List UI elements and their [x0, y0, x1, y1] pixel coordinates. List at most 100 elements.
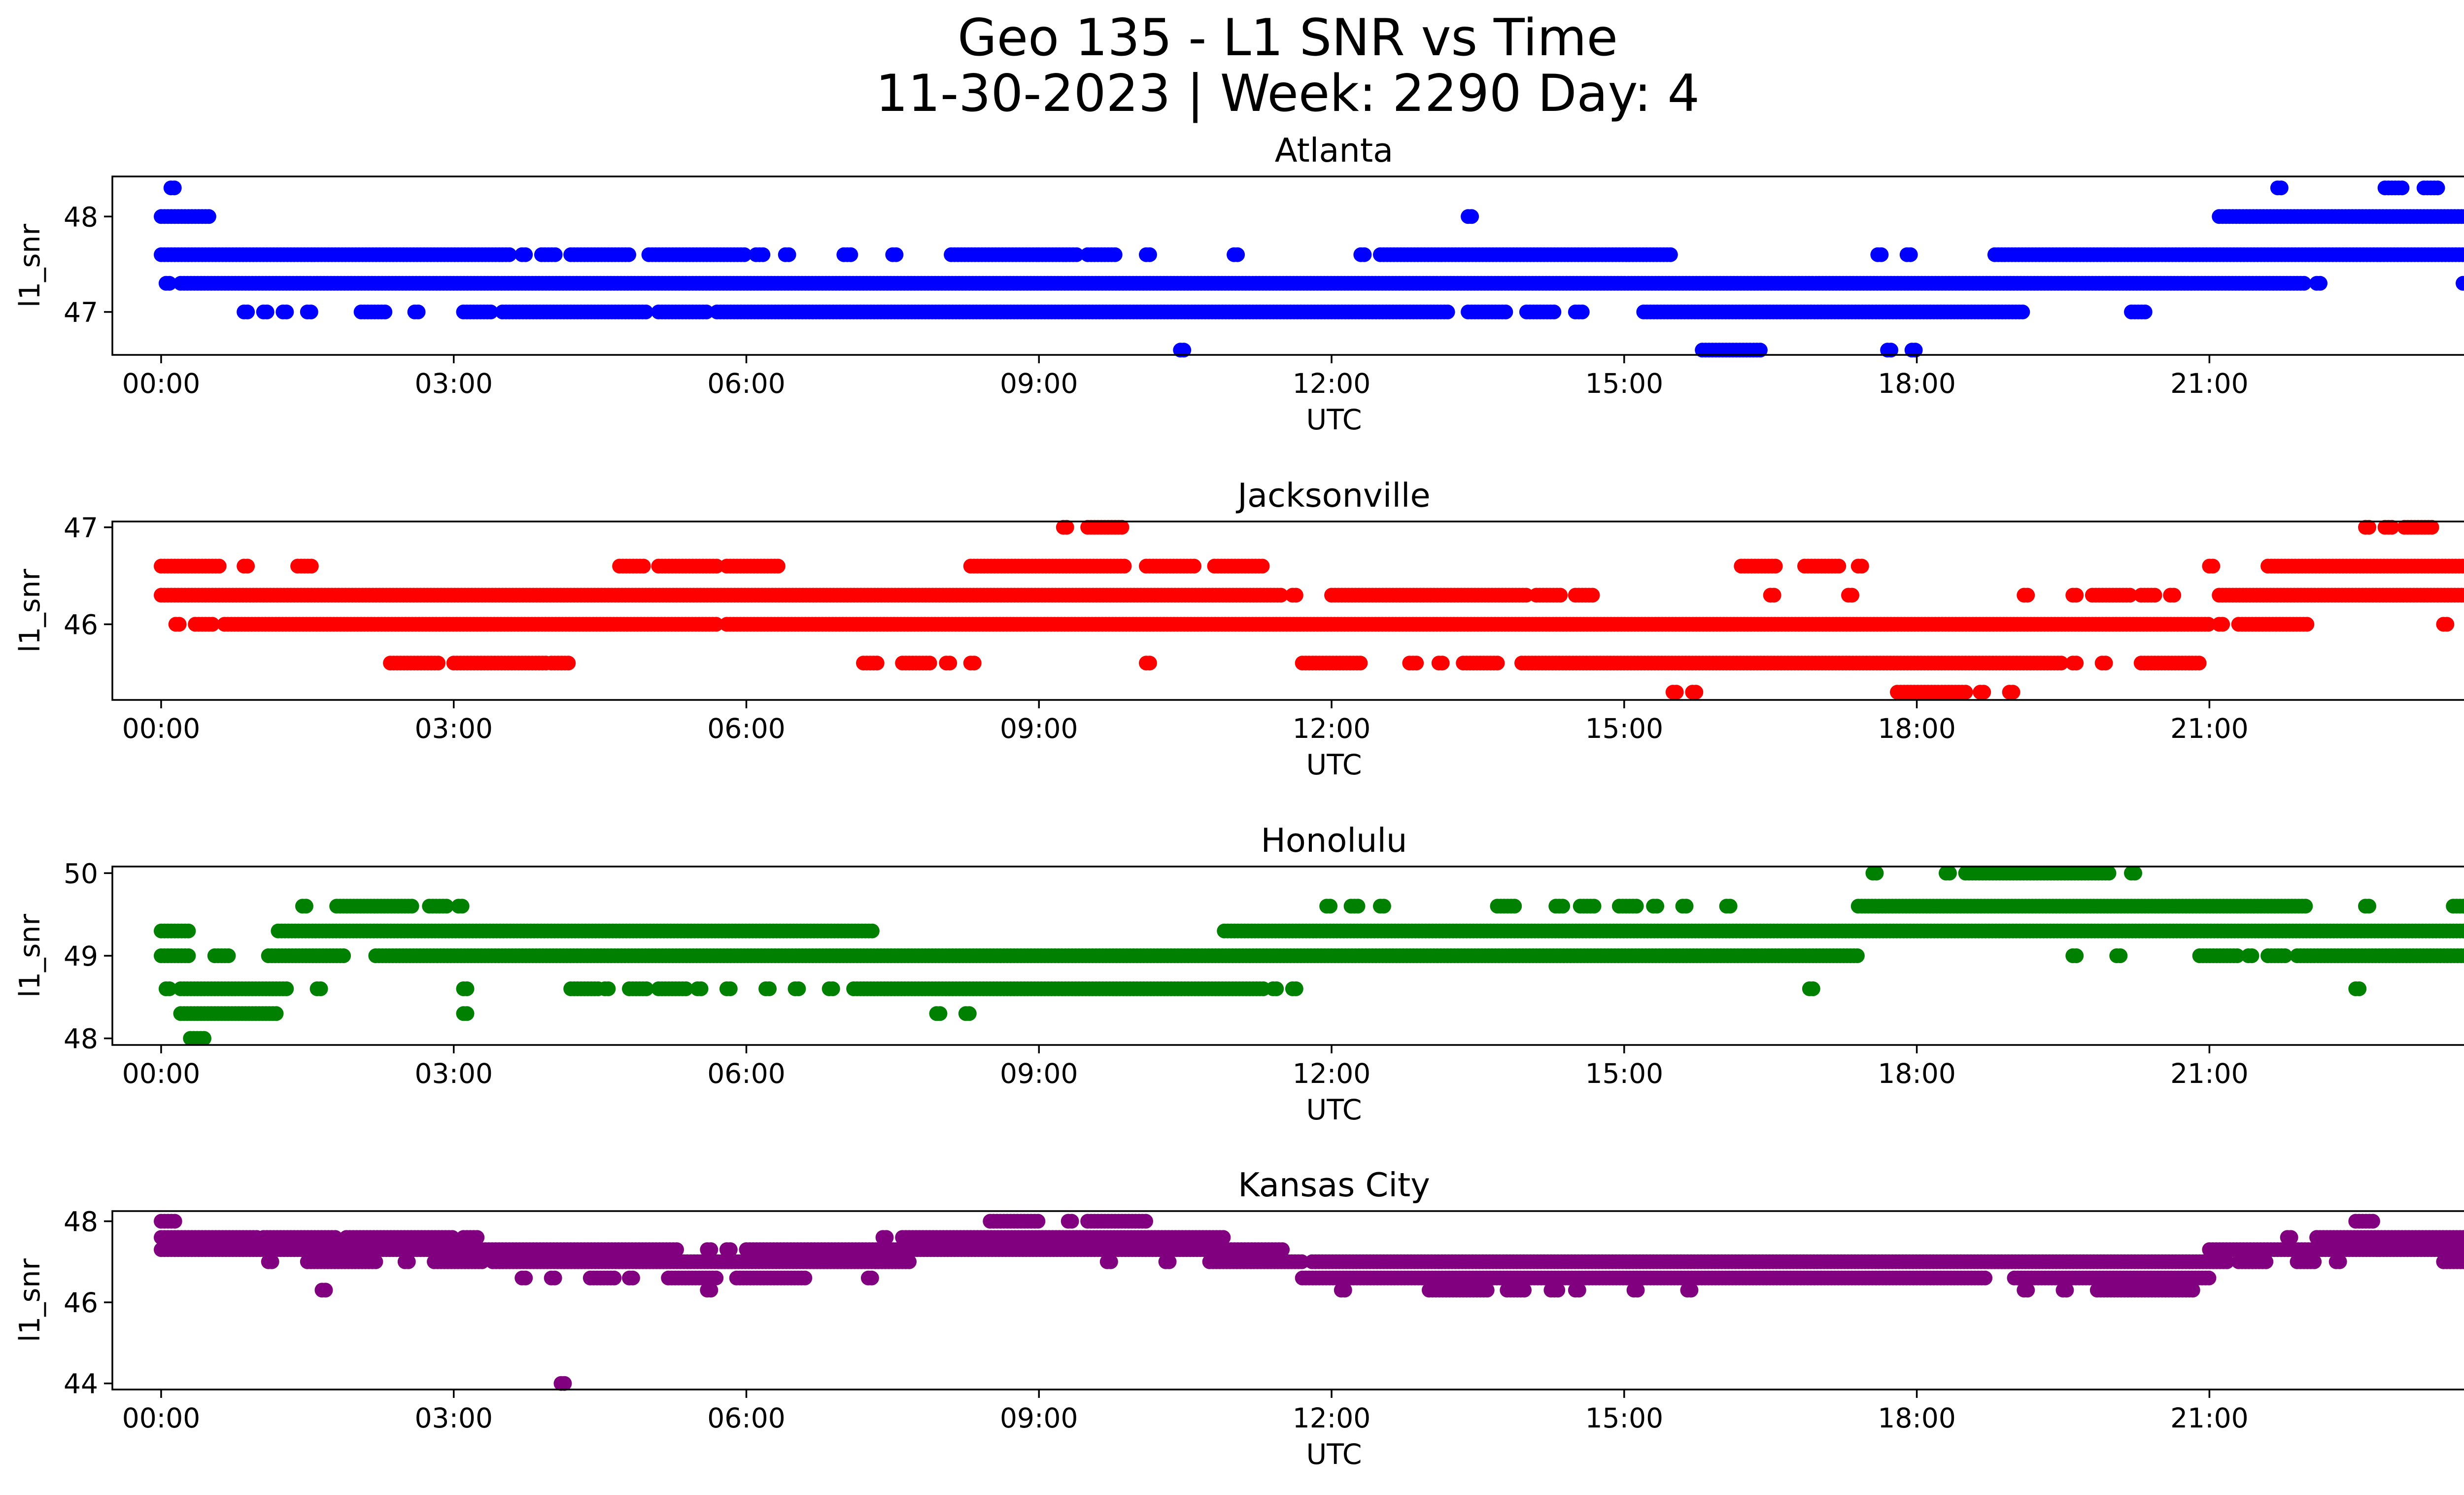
data-point	[889, 247, 904, 262]
data-point	[709, 617, 724, 632]
data-point	[825, 981, 840, 996]
subplots: Atlanta 00:00 03:00 06:00 09:00 12:00 15:00 18:…	[14, 131, 2464, 1471]
data-point	[961, 1006, 977, 1021]
x-axis-label: UTC	[1306, 749, 1362, 781]
data-point	[181, 948, 196, 963]
data-points	[154, 520, 2464, 700]
data-points	[154, 180, 2464, 358]
data-point	[1288, 981, 1303, 996]
figure-title-line2: 11-30-2023 | Week: 2290 Day: 4	[876, 64, 1700, 123]
data-point	[1629, 899, 1644, 914]
y-tick-label: 48	[64, 201, 98, 233]
data-point	[638, 304, 653, 319]
data-point	[1766, 588, 1781, 603]
data-point	[1357, 247, 1372, 262]
data-point	[762, 981, 777, 996]
data-point	[1353, 656, 1368, 671]
data-point	[2459, 276, 2464, 290]
x-tick-label: 06:00	[707, 713, 786, 744]
data-point	[171, 617, 187, 632]
data-point	[1585, 588, 1600, 603]
data-point	[781, 247, 796, 262]
data-point	[459, 981, 475, 996]
data-point	[864, 923, 880, 939]
y-tick-label: 47	[64, 297, 98, 328]
x-tick-label: 03:00	[414, 713, 493, 744]
x-tick-label: 06:00	[707, 368, 786, 399]
data-point	[1546, 304, 1562, 319]
data-point	[1490, 656, 1505, 671]
data-point	[2461, 210, 2464, 223]
x-axis-label: UTC	[1306, 404, 1362, 436]
x-tick-label: 18:00	[1878, 368, 1956, 399]
data-point	[2098, 656, 2113, 671]
data-point	[459, 1006, 475, 1021]
x-tick-label: 15:00	[1585, 368, 1664, 399]
subplot-title: Jacksonville	[1235, 476, 1431, 515]
data-point	[1440, 304, 1455, 319]
data-point	[1586, 899, 1602, 914]
data-point	[1117, 558, 1132, 574]
data-point	[2352, 981, 2367, 996]
data-point	[1376, 899, 1391, 914]
data-point	[1059, 520, 1074, 535]
data-point	[1958, 685, 1973, 700]
subplot-title: Atlanta	[1275, 131, 1393, 170]
data-point	[1187, 558, 1201, 574]
data-point	[377, 304, 393, 319]
x-tick-label: 00:00	[122, 368, 201, 399]
data-point	[279, 981, 294, 996]
data-point	[2361, 899, 2376, 914]
data-point	[869, 656, 885, 671]
x-tick-label: 12:00	[1293, 368, 1371, 399]
data-point	[621, 247, 636, 262]
data-point	[1435, 656, 1450, 671]
data-point	[1269, 981, 1284, 996]
data-point	[1555, 899, 1571, 914]
data-point	[2462, 561, 2464, 571]
data-point	[1409, 656, 1424, 671]
data-point	[2395, 180, 2410, 196]
data-point	[2020, 588, 2035, 603]
data-point	[167, 180, 182, 196]
data-point	[1553, 588, 1568, 603]
x-tick-label: 21:00	[2170, 368, 2249, 399]
data-point	[404, 899, 419, 914]
data-point	[2430, 180, 2445, 196]
data-point	[2439, 617, 2455, 632]
data-point	[843, 247, 858, 262]
data-point	[2458, 559, 2464, 573]
data-point	[1069, 247, 1084, 262]
data-point	[722, 981, 738, 996]
data-point	[1722, 899, 1738, 914]
data-point	[1142, 247, 1157, 262]
figure-title-line1: Geo 135 - L1 SNR vs Time	[958, 8, 1618, 68]
data-point	[162, 276, 177, 291]
data-point	[1114, 520, 1129, 535]
data-point	[1230, 247, 1245, 262]
data-point	[2166, 588, 2182, 603]
data-point	[502, 247, 517, 262]
data-point	[1976, 685, 1991, 700]
data-point	[922, 656, 937, 671]
data-point	[1768, 558, 1783, 574]
data-point	[1688, 685, 1704, 700]
data-point	[2053, 656, 2069, 671]
data-point	[336, 948, 351, 963]
data-point	[699, 304, 714, 319]
data-point	[1883, 343, 1899, 358]
y-axis-label: l1_snr	[14, 569, 46, 653]
data-point	[548, 247, 563, 262]
data-point	[1507, 899, 1522, 914]
data-point	[1518, 588, 1534, 603]
data-point	[932, 1006, 948, 1021]
data-point	[181, 923, 196, 939]
data-point	[1752, 343, 1768, 358]
data-point	[518, 247, 533, 262]
data-point	[303, 304, 318, 319]
data-point	[1142, 656, 1157, 671]
x-tick-label: 09:00	[1000, 713, 1078, 744]
axes-frame	[111, 175, 2464, 356]
